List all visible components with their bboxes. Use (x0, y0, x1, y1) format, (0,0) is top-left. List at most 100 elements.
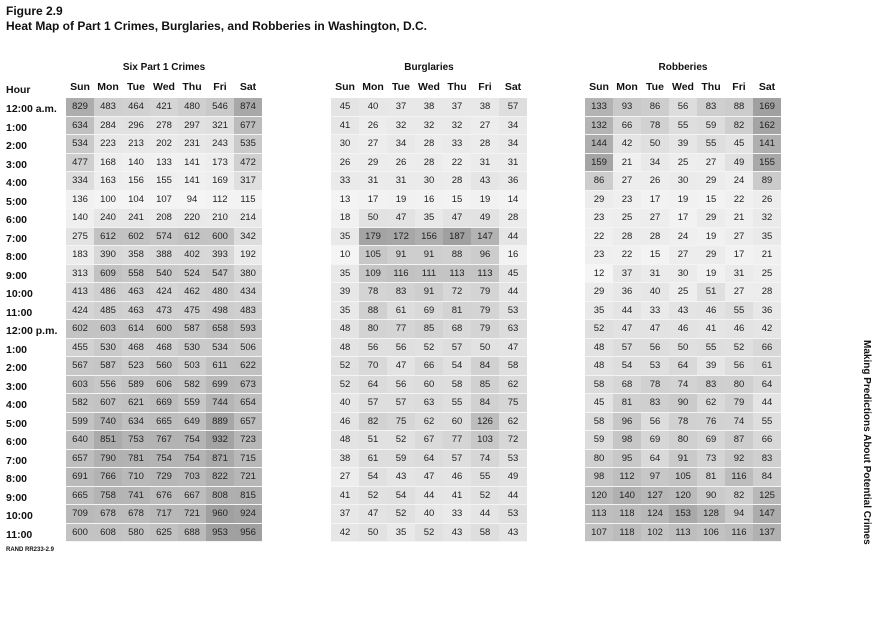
heatmap-cell: 159 (585, 153, 613, 172)
heatmap-cell: 558 (122, 264, 150, 283)
heatmap-cell: 109 (359, 264, 387, 283)
heatmap-cell: 851 (94, 431, 122, 450)
heatmap-cell: 556 (94, 375, 122, 394)
hour-label: 2:00 (6, 362, 28, 374)
heatmap-cell: 107 (585, 523, 613, 542)
heatmap-cell: 35 (331, 264, 359, 283)
heatmap-cell: 90 (669, 394, 697, 413)
running-head: Making Predictions About Potential Crime… (861, 340, 872, 545)
heatmap-cell: 98 (613, 431, 641, 450)
heatmap-cell: 40 (641, 283, 669, 302)
heatmap-cell: 80 (585, 449, 613, 468)
heatmap-cell: 105 (359, 246, 387, 265)
heatmap-cell: 48 (331, 320, 359, 339)
heatmap-cell: 44 (753, 394, 781, 413)
heatmap-cell: 657 (66, 449, 94, 468)
heatmap-cell: 163 (94, 172, 122, 191)
heatmap-cell: 47 (359, 505, 387, 524)
heatmap-cell: 68 (443, 320, 471, 339)
heatmap-cell: 45 (331, 98, 359, 117)
heatmap-cell: 546 (206, 98, 234, 117)
hour-column-header: Hour (6, 84, 31, 96)
heatmap-cell: 57 (443, 449, 471, 468)
heatmap-cell: 48 (585, 357, 613, 376)
day-header: Thu (701, 81, 721, 93)
heatmap-cell: 64 (641, 449, 669, 468)
heatmap-cell: 754 (178, 431, 206, 450)
heatmap-cell: 112 (613, 468, 641, 487)
heatmap-cell: 50 (669, 338, 697, 357)
heatmap-cell: 53 (499, 449, 527, 468)
heatmap-cell: 790 (94, 449, 122, 468)
heatmap-cell: 28 (415, 135, 443, 154)
heatmap-cell: 600 (150, 320, 178, 339)
hour-label: 10:00 (6, 288, 33, 300)
heatmap-cell: 29 (697, 246, 725, 265)
heatmap-cell: 132 (585, 116, 613, 135)
panel-title: Six Part 1 Crimes (122, 62, 206, 73)
heatmap-cell: 31 (499, 153, 527, 172)
heatmap-cell: 107 (150, 190, 178, 209)
heatmap-cell: 49 (725, 153, 753, 172)
heatmap-cell: 192 (234, 246, 262, 265)
heatmap-cell: 275 (66, 227, 94, 246)
heatmap-cell: 657 (234, 412, 262, 431)
heatmap-cell: 72 (443, 283, 471, 302)
heatmap-cell: 32 (387, 116, 415, 135)
heatmap-cell: 47 (499, 338, 527, 357)
heatmap-cell: 27 (471, 116, 499, 135)
heatmap-cell: 102 (641, 523, 669, 542)
heatmap-cell: 137 (753, 523, 781, 542)
heatmap-cell: 17 (359, 190, 387, 209)
day-header: Sat (504, 81, 522, 93)
heatmap-cell: 296 (122, 116, 150, 135)
heatmap-cell: 86 (641, 98, 669, 117)
heatmap-cell: 12 (585, 264, 613, 283)
heatmap-cell: 600 (66, 523, 94, 542)
heatmap-cell: 321 (206, 116, 234, 135)
heatmap-cell: 55 (669, 116, 697, 135)
heatmap-cell: 39 (331, 283, 359, 302)
day-header: Thu (182, 81, 202, 93)
day-header: Tue (392, 81, 410, 93)
heatmap-cell: 75 (387, 412, 415, 431)
source-note: RAND RR233-2.9 (6, 547, 55, 553)
heatmap-cell: 83 (641, 394, 669, 413)
heatmap-cell: 477 (66, 153, 94, 172)
heatmap-cell: 52 (331, 357, 359, 376)
heatmap-cell: 464 (122, 98, 150, 117)
heatmap-cell: 28 (415, 153, 443, 172)
heatmap-cell: 47 (443, 209, 471, 228)
heatmap-cell: 606 (150, 375, 178, 394)
heatmap-cell: 10 (331, 246, 359, 265)
heatmap-cell: 24 (725, 172, 753, 191)
heatmap-cell: 62 (415, 412, 443, 431)
heatmap-cell: 58 (471, 523, 499, 542)
heatmap-cell: 35 (331, 301, 359, 320)
heatmap-cell: 602 (122, 227, 150, 246)
heatmap-cell: 52 (359, 486, 387, 505)
heatmap-cell: 27 (641, 209, 669, 228)
heatmap-cell: 37 (387, 98, 415, 117)
heatmap-cell: 25 (753, 264, 781, 283)
heatmap-cell: 587 (178, 320, 206, 339)
heatmap-cell: 434 (234, 283, 262, 302)
heatmap-cell: 86 (585, 172, 613, 191)
heatmap-cell: 56 (725, 357, 753, 376)
heatmap-cell: 498 (206, 301, 234, 320)
heatmap-cell: 34 (387, 135, 415, 154)
heatmap-cell: 52 (387, 431, 415, 450)
heatmap-cell: 208 (150, 209, 178, 228)
heatmap-cell: 614 (122, 320, 150, 339)
heatmap-cell: 63 (415, 394, 443, 413)
heatmap-cell: 612 (178, 227, 206, 246)
heatmap-cell: 871 (206, 449, 234, 468)
figure-label: Figure 2.9 (6, 4, 63, 18)
heatmap-cell: 15 (697, 190, 725, 209)
hour-label: 3:00 (6, 380, 28, 393)
heatmap-cell: 46 (725, 320, 753, 339)
heatmap-cell: 44 (471, 505, 499, 524)
heatmap-cell: 721 (234, 468, 262, 487)
heatmap-cell: 37 (331, 505, 359, 524)
heatmap-cell: 530 (94, 338, 122, 357)
